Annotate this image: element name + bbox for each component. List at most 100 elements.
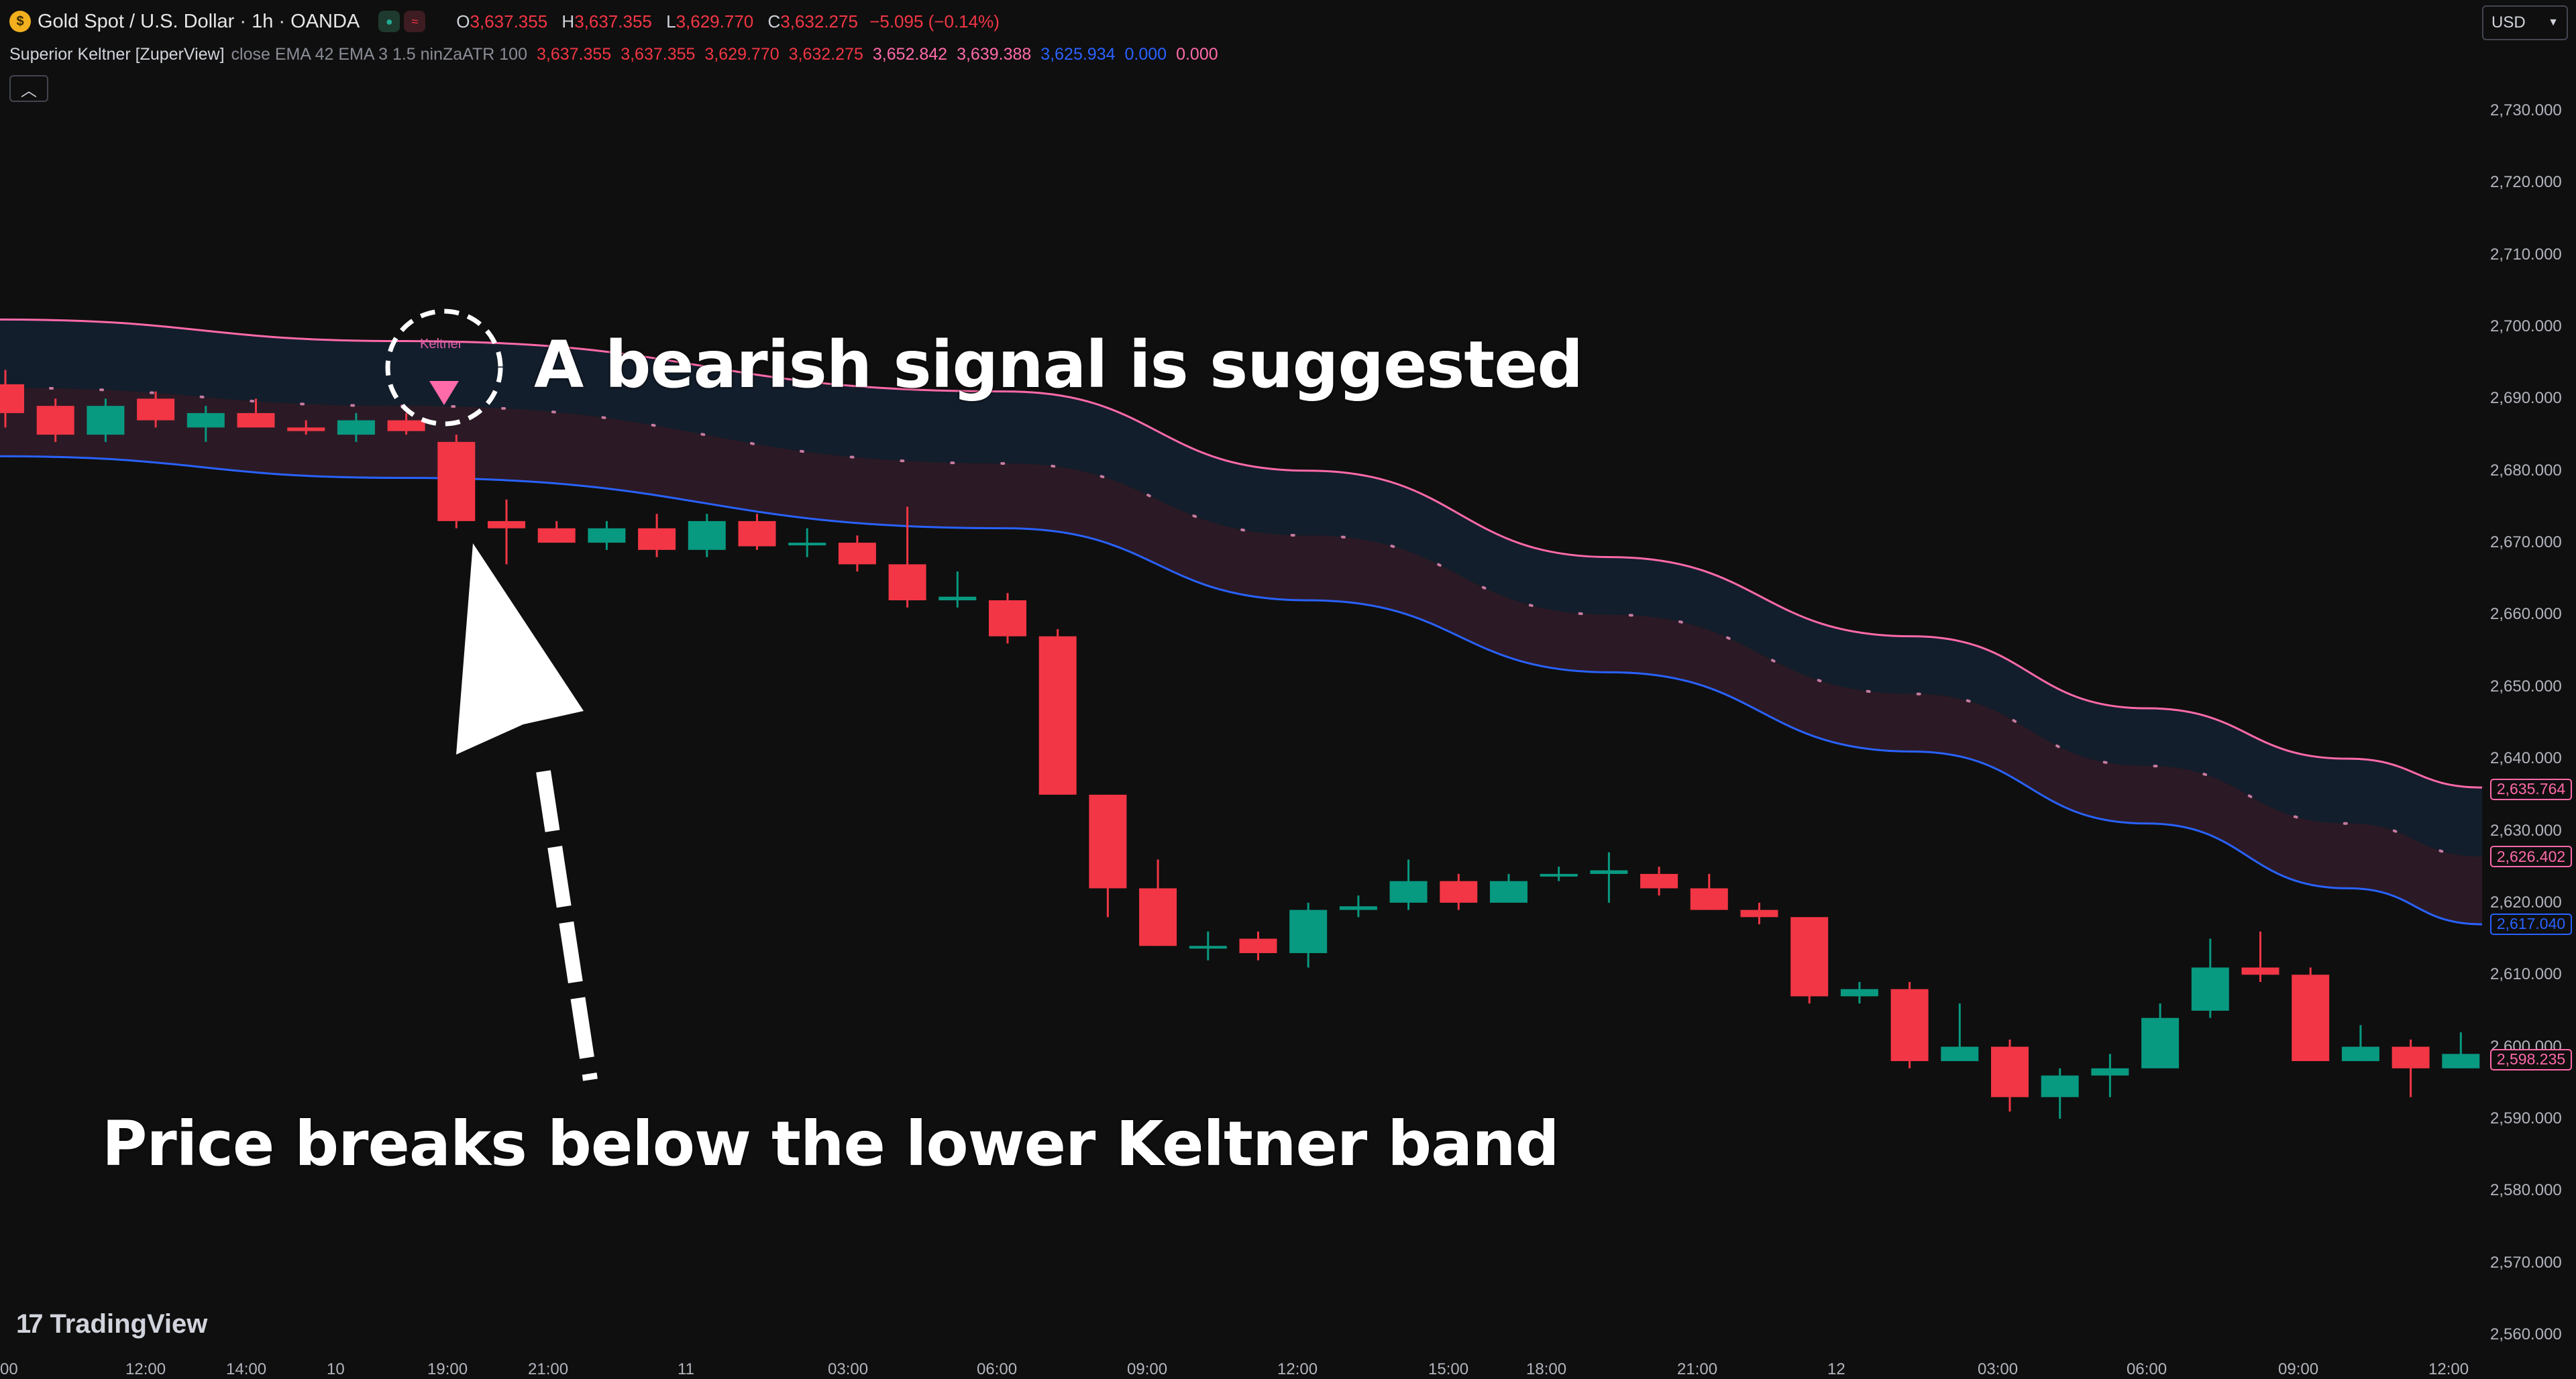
price-axis-label: 2,690.000 xyxy=(2490,389,2562,408)
collapse-legend-button[interactable]: ︿ xyxy=(9,75,48,102)
price-tag: 2,598.235 xyxy=(2490,1048,2572,1070)
candle xyxy=(387,412,425,435)
candle xyxy=(1590,852,1628,903)
symbol-title[interactable]: Gold Spot / U.S. Dollar · 1h · OANDA xyxy=(38,10,360,32)
candle-body xyxy=(337,420,375,435)
candle-body xyxy=(938,596,977,600)
candle-body xyxy=(588,528,626,543)
candle-body xyxy=(1640,873,1678,889)
candle xyxy=(2091,1054,2129,1097)
candle xyxy=(2041,1068,2079,1119)
open-value: 3,637.355 xyxy=(470,11,548,32)
price-chart[interactable] xyxy=(0,0,2482,1378)
chevron-down-icon: ▼ xyxy=(2548,17,2559,28)
candle xyxy=(688,514,726,557)
middle-band-dots xyxy=(0,386,2482,859)
tradingview-logo-icon: 17 xyxy=(16,1309,43,1339)
price-axis-label: 2,610.000 xyxy=(2490,965,2562,984)
candle xyxy=(1490,873,1527,903)
time-axis-label: 00 xyxy=(0,1360,18,1378)
time-axis-label: 03:00 xyxy=(828,1360,869,1378)
time-axis-label: 21:00 xyxy=(528,1360,569,1378)
candle xyxy=(2241,931,2279,982)
symbol-header: $ Gold Spot / U.S. Dollar · 1h · OANDA ●… xyxy=(9,7,1000,36)
candle-body xyxy=(537,528,576,543)
time-axis-label: 19:00 xyxy=(427,1360,468,1378)
candle-body xyxy=(688,520,726,550)
candle-body xyxy=(1389,881,1428,903)
currency-selector[interactable]: USD ▼ xyxy=(2482,5,2568,40)
candle xyxy=(2292,967,2330,1062)
candle xyxy=(337,412,375,442)
candle-body xyxy=(1038,636,1077,795)
candle xyxy=(1089,794,1127,918)
indicator-value: 0.000 xyxy=(1176,44,1218,64)
candle xyxy=(638,514,676,557)
keltner-bands xyxy=(0,318,2482,926)
chevron-up-icon: ︿ xyxy=(21,81,37,100)
candle-body xyxy=(36,406,74,435)
indicator-value: 0.000 xyxy=(1124,44,1167,64)
price-axis-label: 2,710.000 xyxy=(2490,245,2562,264)
low-value: 3,629.770 xyxy=(676,11,754,32)
close-key: C xyxy=(767,11,781,32)
candle-body xyxy=(186,412,225,428)
candle xyxy=(989,593,1026,644)
candle-body xyxy=(2091,1068,2129,1076)
candle xyxy=(437,435,476,529)
candle xyxy=(1139,859,1177,946)
price-tag: 2,635.764 xyxy=(2490,778,2572,800)
candle xyxy=(2442,1032,2480,1068)
candle xyxy=(2141,1003,2180,1068)
time-axis-label: 10 xyxy=(327,1360,345,1378)
candle-body xyxy=(888,564,926,600)
candle-body xyxy=(87,406,125,435)
price-axis-label: 2,680.000 xyxy=(2490,461,2562,480)
data-delay-icon[interactable]: ≈ xyxy=(404,11,426,32)
indicator-values: 3,637.355 3,637.355 3,629.770 3,632.275 3,65… xyxy=(527,45,1218,64)
time-axis-label: 12:00 xyxy=(1277,1360,1318,1378)
indicator-value: 3,625.934 xyxy=(1040,44,1116,64)
indicator-legend[interactable]: Superior Keltner [ZuperView] close EMA 4… xyxy=(9,43,1218,66)
time-axis-label: 18:00 xyxy=(1526,1360,1567,1378)
candle-body xyxy=(1440,881,1478,903)
candle xyxy=(788,528,826,557)
open-key: O xyxy=(456,11,470,32)
candle xyxy=(2341,1025,2379,1062)
price-axis-label: 2,670.000 xyxy=(2490,533,2562,552)
candle xyxy=(1339,895,1377,918)
indicator-value: 3,639.388 xyxy=(957,44,1032,64)
candle-body xyxy=(1790,917,1829,997)
candle-body xyxy=(2191,967,2229,1011)
candle xyxy=(237,398,275,428)
candle-body xyxy=(1690,888,1728,910)
keltner-signal-label: Keltner xyxy=(420,337,463,351)
ohlc-legend: O3,637.355 H3,637.355 L3,629.770 C3,632.… xyxy=(447,11,1000,32)
price-change: −5.095 (−0.14%) xyxy=(869,11,1000,32)
candle-body xyxy=(2292,975,2330,1062)
candle xyxy=(1540,867,1578,881)
candle-body xyxy=(2442,1054,2480,1068)
signal-annotation: A bearish signal is suggested xyxy=(534,327,1583,402)
price-axis-label: 2,570.000 xyxy=(2490,1253,2562,1272)
candle-body xyxy=(2341,1046,2379,1062)
price-axis-label: 2,640.000 xyxy=(2490,749,2562,768)
time-axis-label: 15:00 xyxy=(1428,1360,1469,1378)
candle-body xyxy=(2141,1017,2180,1068)
candle-body xyxy=(488,520,525,529)
indicator-value: 3,652.842 xyxy=(872,44,948,64)
indicator-name[interactable]: Superior Keltner [ZuperView] xyxy=(9,44,225,64)
candle xyxy=(938,571,977,608)
break-annotation: Price breaks below the lower Keltner ban… xyxy=(102,1108,1560,1180)
candle-body xyxy=(638,528,676,550)
tradingview-logo[interactable]: 17 TradingView xyxy=(16,1309,207,1339)
market-open-icon[interactable]: ● xyxy=(378,11,400,32)
price-tag: 2,626.402 xyxy=(2490,846,2572,868)
bearish-signal-marker xyxy=(429,381,459,405)
time-axis-label: 12:00 xyxy=(2428,1360,2469,1378)
price-axis-label: 2,580.000 xyxy=(2490,1181,2562,1200)
candle-body xyxy=(1941,1046,1979,1062)
gold-coin-icon[interactable]: $ xyxy=(9,11,31,32)
candle xyxy=(1239,931,1277,960)
candle-body xyxy=(237,412,275,428)
